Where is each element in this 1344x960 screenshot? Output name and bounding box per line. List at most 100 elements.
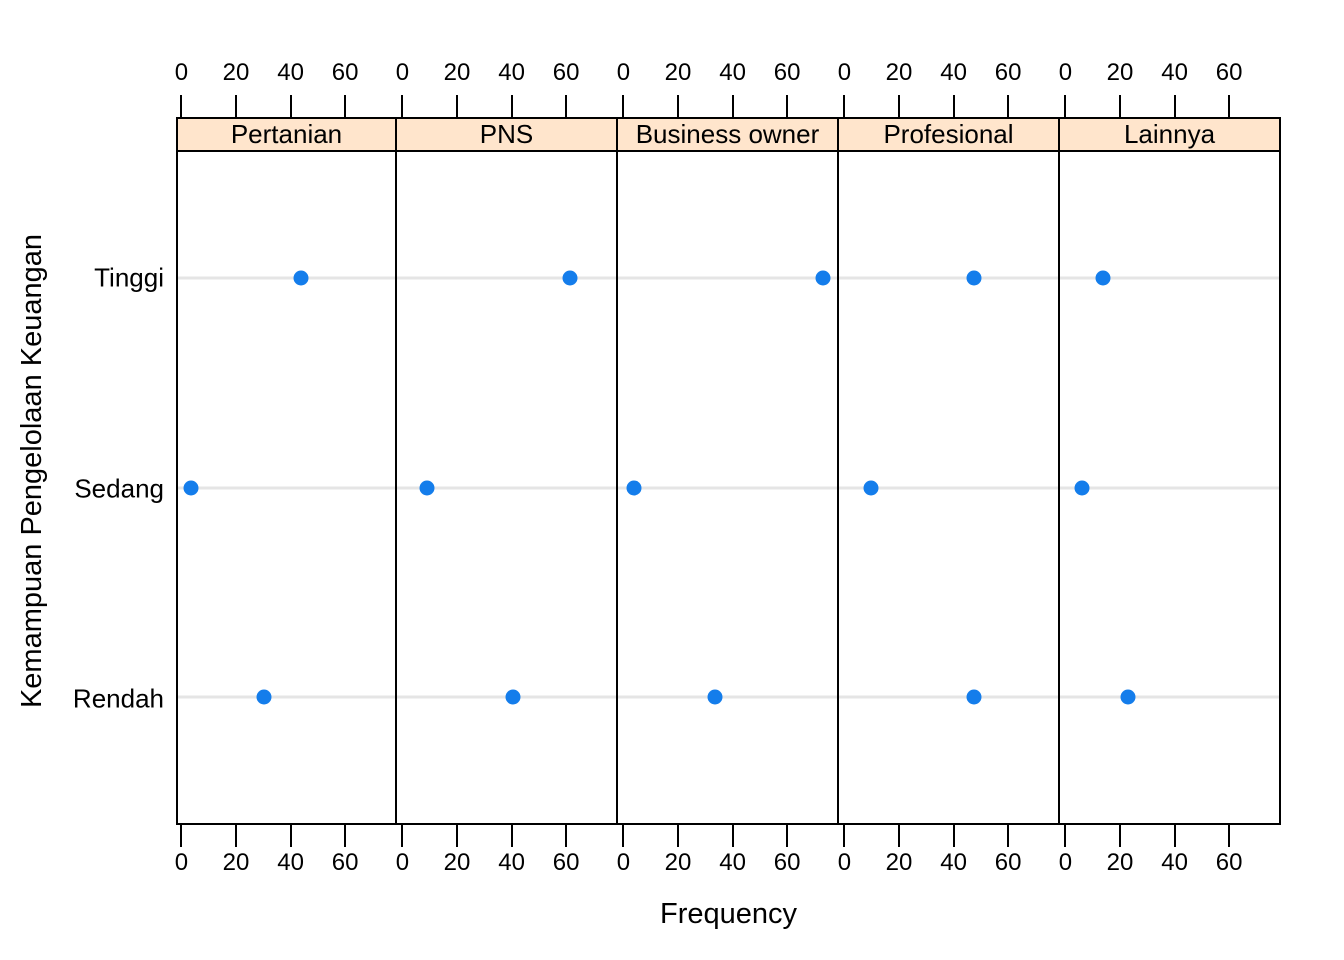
axis-tick-top-label: 0 <box>616 59 631 86</box>
data-point-lainnya-sedang <box>1074 480 1090 495</box>
axis-tick-top-label: 60 <box>994 59 1022 86</box>
axis-tick-top-label: 20 <box>443 59 471 86</box>
axis-tick-bottom-label: 40 <box>940 849 967 876</box>
axis-tick-bottom-label: 40 <box>719 849 746 876</box>
axis-tick-bottom <box>898 825 901 847</box>
x-axis-title: Frequency <box>659 898 797 930</box>
axis-tick-top-label: 60 <box>1215 59 1243 86</box>
data-point-profesional-tinggi <box>966 270 982 286</box>
axis-tick-bottom <box>677 825 680 847</box>
axis-tick-top-label: 20 <box>664 59 692 86</box>
axis-tick-bottom <box>1119 825 1122 847</box>
panel-lainnya: Lainnya 0 0 20 20 40 40 60 60 <box>1059 59 1281 876</box>
axis-tick-top-label: 0 <box>1058 59 1073 86</box>
axis-tick-top <box>401 95 404 117</box>
axis-tick-top <box>843 95 846 117</box>
panel-pertanian: Pertanian 0 0 20 20 40 40 60 60 <box>175 59 397 876</box>
axis-tick-bottom <box>843 825 846 847</box>
axis-tick-top <box>1007 95 1010 117</box>
gridline-sedang <box>397 486 616 489</box>
axis-tick-top-label: 60 <box>773 59 801 86</box>
axis-tick-bottom <box>786 825 789 847</box>
axis-tick-bottom-label: 20 <box>222 849 250 876</box>
axis-tick-top <box>622 95 625 117</box>
axis-tick-bottom-label: 40 <box>277 849 304 876</box>
axis-tick-top <box>289 95 292 117</box>
data-point-pertanian-rendah <box>256 689 272 705</box>
axis-tick-bottom-label: 40 <box>498 849 525 876</box>
y-category-label-sedang: Sedang <box>74 473 164 503</box>
panel-strip-business-owner: Business owner <box>618 117 839 152</box>
axis-tick-top-label: 20 <box>885 59 913 86</box>
gridline-tinggi <box>178 276 395 280</box>
axis-tick-top <box>786 95 789 117</box>
gridline-sedang <box>178 486 395 489</box>
axis-tick-bottom-label: 60 <box>552 849 580 876</box>
axis-tick-bottom <box>1064 825 1067 847</box>
gridline-sedang <box>839 486 1058 489</box>
axis-tick-top <box>1064 95 1067 117</box>
axis-tick-bottom <box>344 825 347 847</box>
axis-tick-bottom-label: 60 <box>1215 849 1243 876</box>
axis-tick-bottom-label: 20 <box>664 849 692 876</box>
panel-strip-pertanian: Pertanian <box>176 117 397 152</box>
axis-tick-top-label: 40 <box>940 59 967 86</box>
data-point-lainnya-rendah <box>1120 689 1136 705</box>
gridline-sedang <box>618 486 837 489</box>
axis-tick-top-label: 0 <box>174 59 189 86</box>
axis-tick-bottom-label: 20 <box>1106 849 1134 876</box>
axis-tick-bottom <box>180 825 183 847</box>
panel-body-business-owner <box>618 152 839 825</box>
axis-tick-bottom-label: 0 <box>616 849 631 876</box>
gridline-rendah <box>1060 695 1279 699</box>
axis-tick-top-label: 0 <box>837 59 852 86</box>
data-point-pns-rendah <box>505 689 521 705</box>
panel-strip-profesional: Profesional <box>839 117 1060 152</box>
gridline-tinggi <box>1060 276 1279 280</box>
axis-tick-bottom <box>622 825 625 847</box>
axis-tick-bottom-label: 20 <box>885 849 913 876</box>
axis-tick-bottom <box>510 825 513 847</box>
axis-tick-bottom <box>1228 825 1231 847</box>
axis-tick-top-label: 60 <box>552 59 580 86</box>
gridline-tinggi <box>839 276 1058 280</box>
axis-tick-top-label: 40 <box>498 59 525 86</box>
axis-tick-bottom-label: 40 <box>1161 849 1188 876</box>
axis-tick-top-label: 40 <box>277 59 304 86</box>
axis-tick-top-label: 40 <box>1161 59 1188 86</box>
axis-tick-top <box>456 95 459 117</box>
axis-tick-bottom <box>289 825 292 847</box>
gridline-rendah <box>839 695 1058 699</box>
axis-tick-top <box>510 95 513 117</box>
axis-tick-bottom <box>401 825 404 847</box>
axis-tick-top-label: 20 <box>1106 59 1134 86</box>
axis-tick-bottom-label: 0 <box>395 849 410 876</box>
axis-tick-bottom-label: 0 <box>837 849 852 876</box>
gridline-rendah <box>618 695 837 699</box>
panel-body-profesional <box>839 152 1060 825</box>
data-point-profesional-sedang <box>863 480 879 495</box>
data-point-pertanian-tinggi <box>293 270 309 286</box>
axis-tick-top <box>677 95 680 117</box>
data-point-lainnya-tinggi <box>1095 270 1111 286</box>
axis-tick-top <box>565 95 568 117</box>
axis-tick-top-label: 20 <box>222 59 250 86</box>
axis-tick-top <box>1228 95 1231 117</box>
gridline-rendah <box>178 695 395 699</box>
axis-tick-bottom-label: 60 <box>773 849 801 876</box>
panel-strip-pns: PNS <box>397 117 618 152</box>
axis-tick-bottom <box>565 825 568 847</box>
gridline-tinggi <box>397 276 616 280</box>
axis-tick-bottom-label: 0 <box>1058 849 1073 876</box>
panel-body-pns <box>397 152 618 825</box>
axis-tick-top-label: 40 <box>719 59 746 86</box>
y-category-label-tinggi: Tinggi <box>94 262 164 293</box>
data-point-pns-sedang <box>419 480 435 495</box>
axis-tick-bottom <box>456 825 459 847</box>
axis-tick-bottom <box>952 825 955 847</box>
panel-body-lainnya <box>1060 152 1281 825</box>
axis-tick-top <box>180 95 183 117</box>
axis-tick-top <box>731 95 734 117</box>
axis-tick-top <box>344 95 347 117</box>
